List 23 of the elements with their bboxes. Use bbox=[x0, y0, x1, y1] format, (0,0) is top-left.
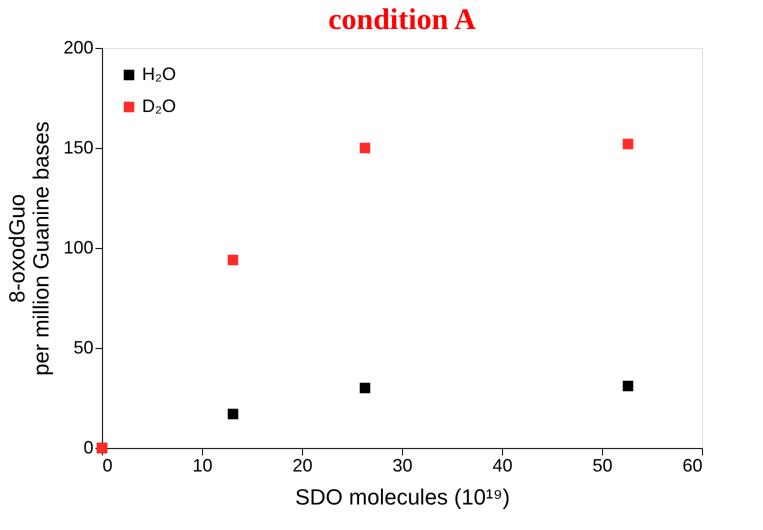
x-tick-label: 50 bbox=[592, 456, 613, 476]
x-tick-label: 30 bbox=[392, 456, 413, 476]
x-tick-label: 40 bbox=[492, 456, 513, 476]
point bbox=[622, 380, 634, 392]
x-axis-title: SDO molecules (10¹⁹) bbox=[295, 484, 510, 510]
y-tick-label: 50 bbox=[73, 338, 94, 358]
legend-label: H₂O bbox=[142, 64, 176, 84]
x-tick-label: 10 bbox=[192, 456, 213, 476]
y-tick-label: 100 bbox=[63, 238, 94, 258]
y-tick-label: 0 bbox=[83, 438, 94, 458]
x-tick-label: 20 bbox=[292, 456, 313, 476]
y-tick-label: 150 bbox=[63, 138, 94, 158]
y-tick-label: 200 bbox=[63, 38, 94, 58]
point bbox=[360, 382, 370, 394]
point bbox=[228, 254, 238, 266]
x-tick-label: 60 bbox=[682, 456, 702, 476]
chart-title: condition A bbox=[328, 3, 476, 36]
y-axis-title: 8-oxodGuo per million Guanine bases bbox=[4, 121, 54, 376]
point bbox=[622, 138, 634, 150]
x-tick-label: 0 bbox=[102, 456, 113, 476]
legend-label: D₂O bbox=[142, 96, 176, 116]
point bbox=[228, 408, 238, 420]
point bbox=[360, 142, 370, 154]
